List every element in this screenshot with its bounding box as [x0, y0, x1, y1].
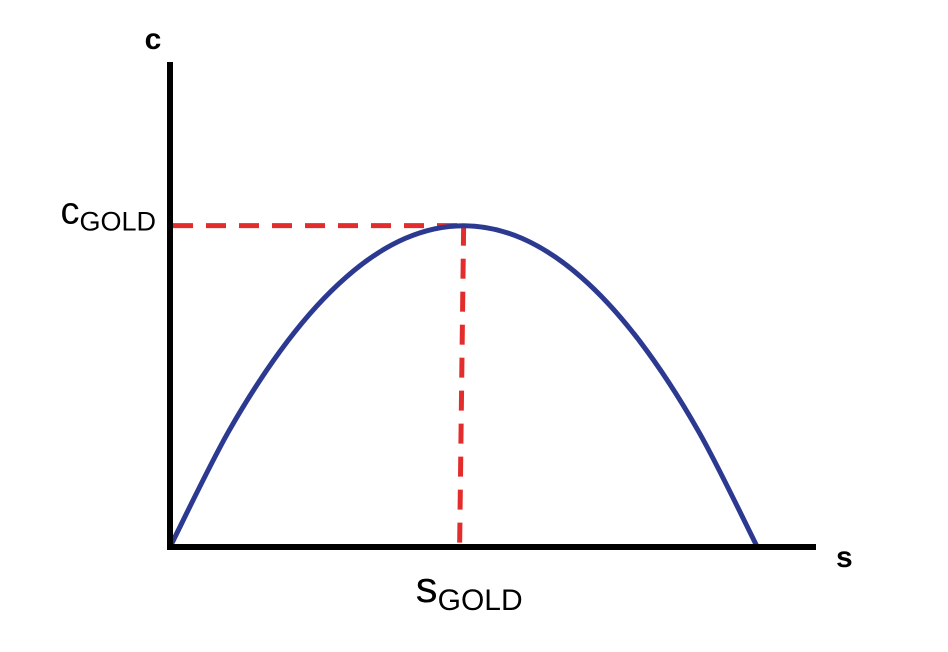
- y-axis-label: c: [145, 23, 162, 56]
- consumption-curve: [167, 223, 760, 550]
- golden-consumption-label: cGOLD: [60, 191, 156, 237]
- golden-saving-label-sub: GOLD: [438, 584, 523, 617]
- golden-saving-label-main: s: [416, 563, 438, 612]
- golden-consumption-label-main: c: [60, 191, 79, 233]
- x-axis-label: s: [836, 541, 853, 574]
- golden-consumption-label-sub: GOLD: [79, 207, 156, 237]
- golden-saving-label: sGOLD: [416, 563, 523, 617]
- golden-saving-guide-line: [457, 225, 467, 546]
